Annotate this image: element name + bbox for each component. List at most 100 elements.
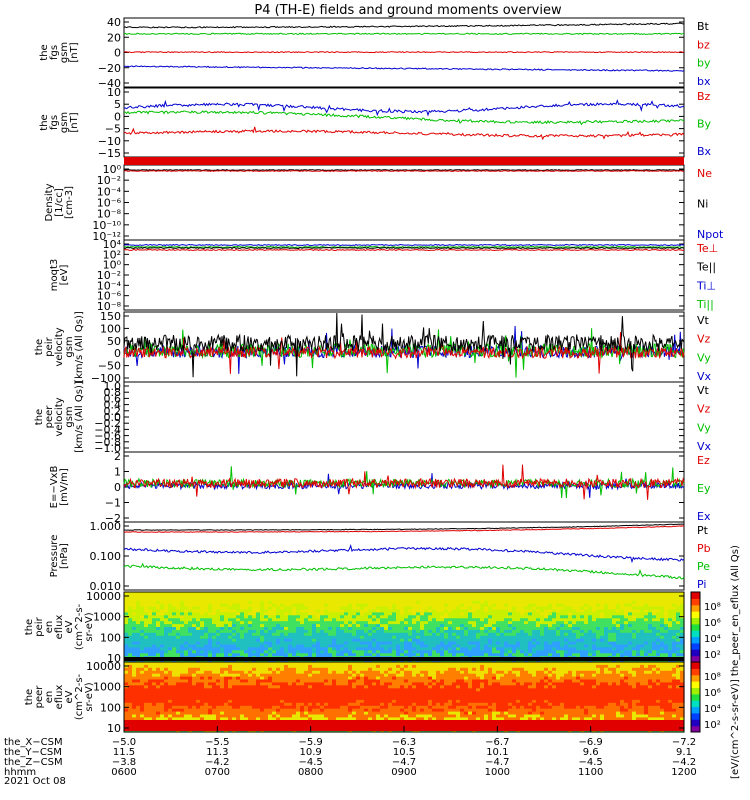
- spectrogram-cell: [248, 627, 253, 631]
- spectrogram-cell: [276, 621, 281, 625]
- spectrogram-cell: [180, 664, 185, 669]
- legend-entry: Pi: [697, 578, 706, 591]
- spectrogram-cell: [464, 653, 469, 657]
- spectrogram-cell: [160, 627, 165, 631]
- spectrogram-cell: [204, 627, 209, 631]
- y-tick-label: −20: [98, 62, 121, 75]
- spectrogram-cell: [336, 592, 341, 596]
- spectrogram-cell: [380, 647, 385, 651]
- spectrogram-cell: [496, 606, 501, 611]
- spectrogram-cell: [536, 597, 541, 602]
- spectrogram-cell: [504, 603, 509, 608]
- spectrogram-cell: [168, 638, 173, 643]
- spectrogram-cell: [296, 609, 301, 613]
- spectrogram-cell: [288, 667, 293, 672]
- spectrogram-cell: [608, 629, 613, 634]
- spectrogram-cell: [596, 629, 601, 634]
- spectrogram-cell: [156, 708, 161, 713]
- spectrogram-cell: [276, 609, 281, 613]
- spectrogram-cell: [208, 682, 213, 686]
- spectrogram-cell: [384, 627, 389, 631]
- spectrogram-cell: [568, 592, 573, 596]
- spectrogram-cell: [180, 691, 185, 695]
- spectrogram-cell: [564, 609, 569, 613]
- spectrogram-cell: [176, 667, 181, 672]
- spectrogram-cell: [352, 641, 357, 646]
- spectrogram-cell: [644, 635, 649, 640]
- spectrogram-cell: [236, 682, 241, 686]
- spectrogram-cell: [384, 615, 389, 619]
- spectrogram-cell: [256, 618, 261, 622]
- spectrogram-cell: [152, 600, 157, 605]
- spectrogram-cell: [292, 627, 297, 631]
- spectrogram-cell: [640, 603, 645, 608]
- spectrogram-cell: [288, 705, 293, 710]
- spectrogram-cell: [320, 653, 325, 657]
- spectrogram-cell: [192, 606, 197, 611]
- spectrogram-cell: [472, 653, 477, 657]
- spectrogram-cell: [352, 597, 357, 602]
- spectrogram-cell: [240, 711, 245, 716]
- spectrogram-cell: [380, 641, 385, 646]
- series-Pb: [123, 525, 685, 533]
- spectrogram-cell: [320, 615, 325, 619]
- spectrogram-cell: [300, 664, 305, 669]
- spectrogram-cell: [388, 618, 393, 622]
- spectrogram-cell: [184, 670, 189, 675]
- spectrogram-cell: [408, 624, 413, 628]
- spectrogram-cell: [652, 629, 657, 634]
- spectrogram-cell: [196, 705, 201, 710]
- spectrogram-cell: [392, 644, 397, 648]
- spectrogram-cell: [272, 641, 277, 646]
- spectrogram-cell: [236, 699, 241, 704]
- spectrogram-cell: [252, 650, 257, 654]
- spectrogram-cell: [260, 594, 265, 599]
- spectrogram-cell: [128, 594, 133, 599]
- spectrogram-cell: [440, 629, 445, 634]
- legend-entry: Ey: [697, 482, 711, 495]
- spectrogram-cell: [236, 711, 241, 716]
- spectrogram-cell: [456, 600, 461, 605]
- spectrogram-cell: [464, 609, 469, 613]
- spectrogram-cell: [512, 638, 517, 643]
- spectrogram-cell: [256, 632, 261, 637]
- spectrogram-cell: [400, 644, 405, 648]
- spectrogram-cell: [316, 711, 321, 716]
- spectrogram-cell: [648, 594, 653, 599]
- spectrogram-cell: [500, 612, 505, 616]
- spectrogram-cell: [532, 632, 537, 637]
- spectrogram-cell: [456, 632, 461, 637]
- spectrogram-cell: [340, 676, 345, 681]
- spectrogram-cell: [672, 629, 677, 634]
- spectrogram-cell: [208, 664, 213, 669]
- spectrogram-cell: [372, 618, 377, 622]
- spectrogram-cell: [124, 676, 129, 681]
- spectrogram-cell: [344, 694, 349, 698]
- spectrogram-cell: [228, 694, 233, 698]
- spectrogram-cell: [160, 711, 165, 716]
- spectrogram-cell: [288, 629, 293, 634]
- spectrogram-cell: [588, 638, 593, 643]
- legend-entry: Pb: [697, 542, 711, 555]
- spectrogram-cell: [288, 711, 293, 716]
- spectrogram-cell: [328, 612, 333, 616]
- spectrogram-cell: [204, 711, 209, 716]
- spectrogram-cell: [400, 632, 405, 637]
- spectrogram-cell: [192, 650, 197, 654]
- spectrogram-cell: [356, 629, 361, 634]
- spectrogram-cell: [344, 592, 349, 596]
- spectrogram-cell: [356, 647, 361, 651]
- y-tick-label: −1: [105, 497, 121, 510]
- y-tick-label: 0.8: [104, 386, 122, 399]
- spectrogram-cell: [380, 618, 385, 622]
- spectrogram-cell: [432, 597, 437, 602]
- spectrogram-cell: [144, 627, 149, 631]
- spectrogram-cell: [588, 609, 593, 613]
- spectrogram-cell: [388, 594, 393, 599]
- spectrogram-cell: [336, 679, 341, 683]
- spectrogram-cell: [480, 635, 485, 640]
- spectrogram-cell: [180, 609, 185, 613]
- spectrogram-cell: [648, 647, 653, 651]
- spectrogram-cell: [328, 597, 333, 602]
- spectrogram-cell: [412, 624, 417, 628]
